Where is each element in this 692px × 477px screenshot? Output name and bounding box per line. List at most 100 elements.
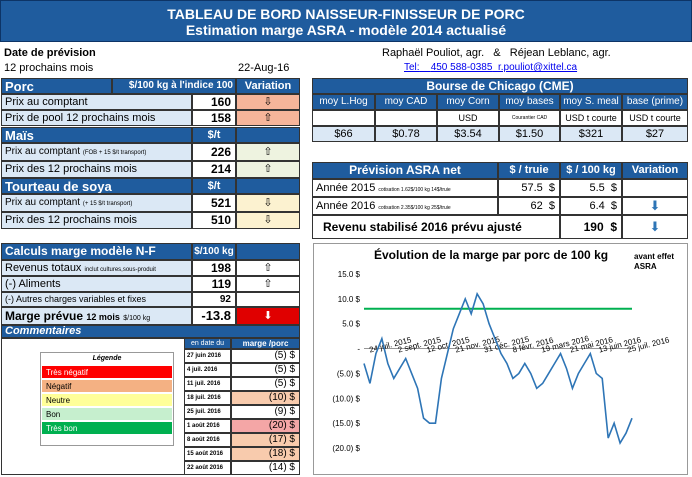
asra-2016-truie: 62 $ xyxy=(498,197,560,215)
soya-12mois-value: 510 xyxy=(192,212,236,229)
mais-comptant-label: Prix au comptant (FOB + 15 $/t transport… xyxy=(1,143,192,161)
history-date: 11 juil. 2016 xyxy=(184,377,231,391)
asra-2015-truie: 57.5 $ xyxy=(498,179,560,197)
y-tick-label: - xyxy=(357,345,360,354)
history-marge: (9) $ xyxy=(231,405,300,419)
mais-comptant-text: Prix au comptant xyxy=(5,146,81,157)
asra-total-value: 190 $ xyxy=(560,215,622,239)
comments-header: Commentaires xyxy=(1,325,300,338)
asra-2016-note: cotisation 2.35$/100 kg 25$/truie xyxy=(378,205,451,211)
chicago-value: $66 xyxy=(312,126,375,142)
contact-line[interactable]: Tel: 450 588-0385 r.pouliot@xittel.ca xyxy=(404,62,577,73)
margin-line-chart: 15.0 $ 10.0 $ 5.0 $ - (5.0) $ (10.0) $ (15.0) … xyxy=(332,270,670,453)
history-marge: (5) $ xyxy=(231,363,300,377)
porc-comptant-value: 160 xyxy=(192,94,236,110)
series-line xyxy=(363,291,633,445)
down-arrow-icon: ⇩ xyxy=(236,212,300,229)
y-tick-label: (5.0) $ xyxy=(337,369,361,378)
legend-item: Très négatif xyxy=(42,366,172,379)
chicago-value: $0.78 xyxy=(375,126,437,142)
asra-col-truie: $ / truie xyxy=(498,162,560,179)
up-arrow-icon: ⇧ xyxy=(236,143,300,161)
soya-comptant-text: Prix au comptant xyxy=(5,197,81,208)
porc-unit: $/100 kg à l'indice 100 xyxy=(112,78,236,94)
history-marge: (5) $ xyxy=(231,349,300,363)
history-date: 22 août 2016 xyxy=(184,461,231,475)
asra-2015-truie-value: 57.5 xyxy=(521,182,543,194)
period-label: 12 prochains mois xyxy=(4,62,94,74)
y-tick-label: 5.0 $ xyxy=(342,320,360,329)
history-date: 18 juil. 2016 xyxy=(184,391,231,405)
asra-2015-text: Année 2015 xyxy=(316,182,376,194)
history-marge: (5) $ xyxy=(231,377,300,391)
autres-label: (-) Autres charges variables et fixes xyxy=(1,292,192,307)
chicago-header: moy L.Hog xyxy=(312,94,375,110)
soya-12mois-label: Prix des 12 prochains mois xyxy=(1,212,192,229)
dollar-sign: $ xyxy=(548,200,555,212)
porc-pool-value: 158 xyxy=(192,110,236,126)
legend-item: Très bon xyxy=(42,422,172,435)
history-date: 1 août 2016 xyxy=(184,419,231,433)
asra-2016-kg: 6.4 $ xyxy=(560,197,622,215)
down-arrow-icon: ⇩ xyxy=(236,94,300,110)
calculs-title: Calculs marge modèle N-F xyxy=(1,243,192,260)
chart-title-note: avant effet ASRA xyxy=(634,252,675,271)
soya-title: Tourteau de soya xyxy=(1,178,192,194)
asra-2015-variation xyxy=(622,179,688,197)
history-date: 15 août 2016 xyxy=(184,447,231,461)
chicago-unit: USD t courte xyxy=(622,110,688,126)
dollar-sign: $ xyxy=(610,182,617,194)
chicago-header: moy S. meal xyxy=(560,94,622,110)
history-marge: (18) $ xyxy=(231,447,300,461)
mais-12mois-value: 214 xyxy=(192,161,236,178)
asra-col-variation: Variation xyxy=(622,162,688,179)
up-arrow-icon: ⇧ xyxy=(236,110,300,126)
asra-2016-kg-value: 6.4 xyxy=(589,200,605,212)
y-tick-label: 10.0 $ xyxy=(338,295,361,304)
soya-comptant-note: (+ 15 $/t transport) xyxy=(82,201,133,207)
chicago-unit: Courantier CAD xyxy=(499,110,560,126)
down-arrow-icon: ⬇ xyxy=(236,307,300,325)
tel-value[interactable]: 450 588-0385 xyxy=(430,62,493,73)
dollar-sign: $ xyxy=(610,200,617,212)
date-label: Date de prévision xyxy=(4,47,96,59)
chart-title: Évolution de la marge par porc de 100 kg xyxy=(374,248,609,262)
chicago-value: $321 xyxy=(560,126,622,142)
history-marge: (17) $ xyxy=(231,433,300,447)
authors: Raphaël Pouliot, agr. & Réjean Leblanc, … xyxy=(382,47,611,59)
calculs-unit: $/100 kg xyxy=(192,243,236,260)
date-value: 22-Aug-16 xyxy=(238,62,290,74)
email-link[interactable]: r.pouliot@xittel.ca xyxy=(497,62,578,73)
history-marge: (14) $ xyxy=(231,461,300,475)
up-arrow-icon: ⇧ xyxy=(236,161,300,178)
asra-col-kg: $ / 100 kg xyxy=(560,162,622,179)
asra-total-number: 190 xyxy=(583,220,604,234)
history-date-header: en date du xyxy=(184,338,231,349)
legend-item: Bon xyxy=(42,408,172,421)
asra-2015-kg-value: 5.5 xyxy=(589,182,605,194)
chicago-value: $27 xyxy=(622,126,688,142)
chicago-unit xyxy=(375,110,437,126)
asra-2015-kg: 5.5 $ xyxy=(560,179,622,197)
calculs-header-blank xyxy=(236,243,300,260)
autres-value: 92 xyxy=(192,292,236,307)
chicago-header: moy Corn xyxy=(437,94,499,110)
revenus-value: 198 xyxy=(192,260,236,276)
legend-item: Négatif xyxy=(42,380,172,393)
aliments-value: 119 xyxy=(192,276,236,292)
y-tick-label: (20.0) $ xyxy=(332,444,360,453)
dashboard-subtitle: Estimation marge ASRA - modèle 2014 actu… xyxy=(185,22,507,38)
mais-header-blank xyxy=(236,127,300,143)
asra-title: Prévision ASRA net xyxy=(312,162,498,179)
chicago-unit xyxy=(312,110,375,126)
down-arrow-icon: ⬇ xyxy=(622,197,688,215)
porc-variation-header: Variation xyxy=(236,78,300,94)
chicago-header: moy CAD xyxy=(375,94,437,110)
mais-comptant-value: 226 xyxy=(192,143,236,161)
mais-unit: $/t xyxy=(192,127,236,143)
asra-2015-label: Année 2015 cotisation 1.62$/100 kg 14$/t… xyxy=(312,179,498,197)
legend-title: Légende xyxy=(92,355,122,362)
asra-2016-truie-value: 62 xyxy=(530,200,543,212)
asra-2016-label: Année 2016 cotisation 2.35$/100 kg 25$/t… xyxy=(312,197,498,215)
history-date: 27 juin 2016 xyxy=(184,349,231,363)
